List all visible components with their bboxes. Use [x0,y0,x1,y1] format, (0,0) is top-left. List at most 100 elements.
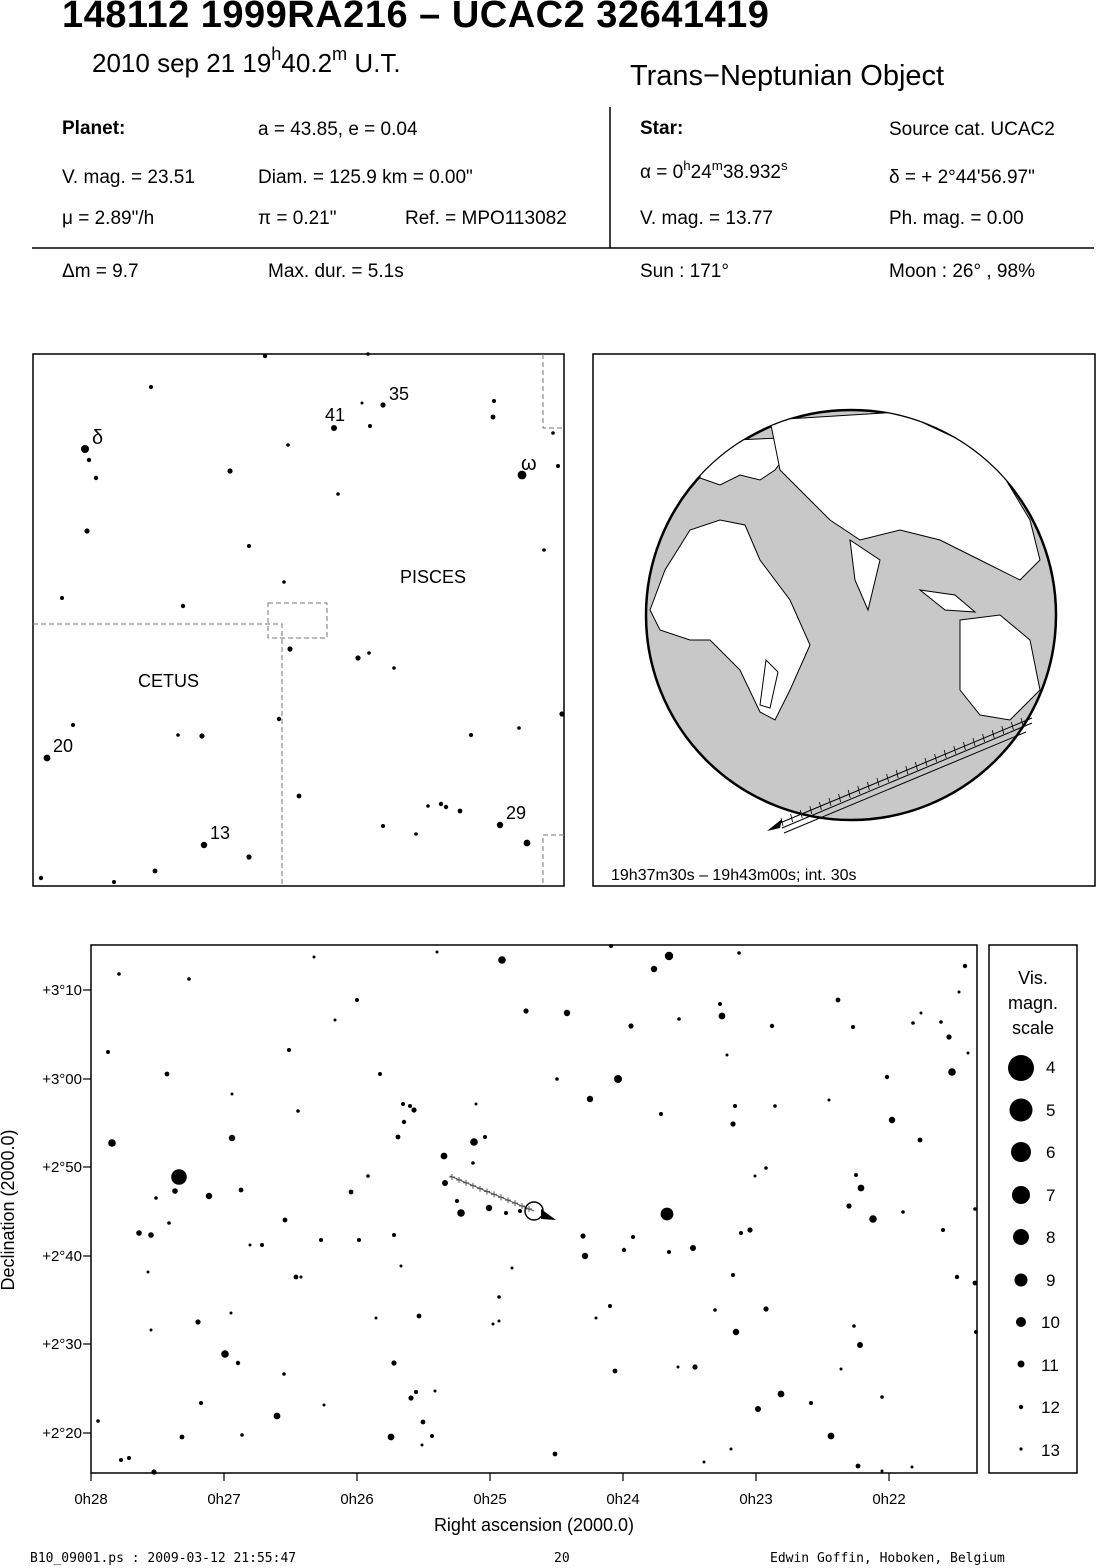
finder-star [286,443,290,447]
event-datetime: 2010 sep 21 19h40.2m U.T. [92,44,401,78]
detail-star [809,1401,813,1405]
shadow-tick [915,761,918,771]
track-line [449,1175,535,1212]
x-tick-labels: 0h28 0h27 0h26 0h25 0h24 0h23 0h22 [74,1491,905,1508]
detail-star [733,1104,737,1108]
shadow-tick [924,757,928,767]
detail-star [586,1095,594,1103]
star-label-20: 20 [53,736,73,756]
detail-star [293,1274,299,1280]
y-tick-label: +3°10 [42,982,82,999]
finder-star [336,492,340,496]
finder-star [517,470,527,480]
star-ra-sec: 38.932 [722,162,781,183]
shadow-tick [876,777,880,787]
detail-star [677,1017,681,1021]
finder-star [84,528,90,534]
x-tick-label: 0h26 [340,1491,373,1508]
shadow-tick [963,741,966,751]
detail-star [348,1189,354,1195]
legend-mag-label: 6 [1046,1143,1055,1162]
legend-dot [1011,1142,1031,1162]
shadow-tick [790,813,793,823]
x-axis-label: Right ascension (2000.0) [434,1515,634,1535]
detail-star [739,1231,743,1235]
earth-land [649,411,1041,721]
detail-star [471,1161,475,1165]
detail-star [228,1134,236,1142]
shadow-tick [943,749,947,759]
legend-dot [1014,1273,1028,1287]
detail-star [273,1412,281,1420]
land-india [849,538,881,612]
star-ra-prefix: α = 0 [640,162,684,183]
globe-caption: 19h37m30s – 19h43m00s; int. 30s [611,867,857,884]
shadow-tick [934,753,937,763]
detail-star [401,1102,405,1106]
detail-star [230,1092,234,1096]
legend-dots [1008,1055,1034,1451]
x-tick-label: 0h25 [473,1491,506,1508]
detail-star [609,944,613,948]
detail-star [919,1011,923,1015]
finder-star [523,839,531,847]
finder-star [392,666,396,670]
detail-star [221,1350,229,1358]
star-label-29: 29 [506,803,526,823]
detail-star [966,1051,970,1055]
detail-star [713,1308,717,1312]
detail-star [523,1008,529,1014]
track-arrow [541,1209,556,1220]
legend-mag-label: 4 [1046,1058,1055,1077]
field-rectangle [267,602,328,639]
detail-star [518,1209,522,1213]
detail-star [917,1137,923,1143]
detail-star [408,1395,414,1401]
finder-star [180,603,186,609]
legend-mag-label: 12 [1041,1398,1060,1417]
magnitude-legend: Vis. magn. scale 4 5 6 7 8 9 10 11 12 13 [988,944,1078,1474]
detail-star [282,1217,288,1223]
detail-star [149,1328,153,1332]
detail-star [888,1116,896,1124]
detail-star [664,951,674,961]
finder-star [296,793,302,799]
event-moon: Moon : 26° , 98% [889,261,1035,282]
star-source: Source cat. UCAC2 [889,119,1055,140]
land-madagascar [759,658,779,709]
asteroid-track [449,1174,535,1212]
finder-star [81,445,89,453]
detail-star [108,1139,116,1147]
detail-star [954,1274,960,1280]
detail-star [392,1233,396,1237]
legend-dot [1017,1360,1025,1368]
land-indonesia [918,589,977,613]
shadow-tick [895,769,899,779]
planet-vmag: V. mag. = 23.51 [62,167,195,188]
finder-star [542,548,546,552]
finder-star [246,854,252,860]
detail-star [146,1270,150,1274]
finder-star [517,726,521,730]
detail-star [974,1330,978,1334]
detail-star [411,1107,417,1113]
detail-star [435,950,439,954]
detail-star [483,1135,487,1139]
star-vmag: V. mag. = 13.77 [640,208,773,229]
event-minute: 40.2 [281,48,333,78]
detail-star [127,1456,131,1460]
detail-star [164,1071,170,1077]
legend-dot [1018,1404,1024,1410]
constellation-boundaries [33,354,564,886]
finder-frame [32,353,565,887]
planet-diam: Diam. = 125.9 km = 0.00" [258,167,473,188]
finder-star [559,711,565,717]
detail-star [718,1002,722,1006]
detail-star [581,1252,589,1260]
legend-dot [1016,1317,1026,1327]
detail-star [408,1104,412,1108]
detail-star [869,1215,877,1223]
axis-ticks [83,989,890,1481]
shadow-tick [799,809,803,819]
detail-star [357,1238,361,1242]
